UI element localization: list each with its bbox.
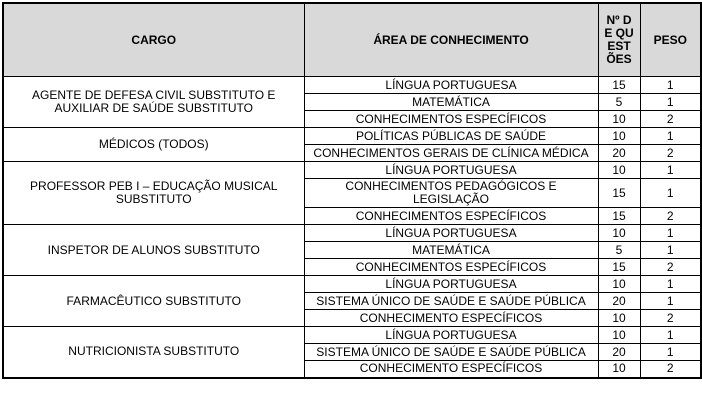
area-cell: MATEMÁTICA (303, 241, 599, 259)
questoes-cell: 10 (597, 360, 641, 378)
document-page: CARGO ÁREA DE CONHECIMENTO Nº DE QUESTÕE… (2, 2, 702, 379)
peso-cell: 1 (639, 161, 702, 179)
peso-cell: 1 (639, 326, 702, 344)
area-cell: LÍNGUA PORTUGUESA (303, 224, 599, 242)
table-header-row: CARGO ÁREA DE CONHECIMENTO Nº DE QUESTÕE… (2, 2, 702, 77)
table-row: NUTRICIONISTA SUBSTITUTO LÍNGUA PORTUGUES… (2, 326, 702, 378)
area-cell: LÍNGUA PORTUGUESA (303, 76, 599, 94)
table-row: FARMACÊUTICO SUBSTITUTO LÍNGUA PORTUGUESA… (2, 275, 702, 327)
table-row: CONHECIMENTOS PEDAGÓGICOS E LEGISLAÇÃO 15… (3, 178, 702, 208)
table-row: CONHECIMENTO ESPECÍFICOS 10 2 (3, 309, 702, 327)
questoes-cell: 10 (597, 127, 641, 145)
questoes-cell: 5 (597, 93, 641, 111)
table-row: CONHECIMENTOS ESPECÍFICOS 15 2 (3, 207, 702, 225)
questoes-cell: 10 (597, 275, 641, 293)
area-cell: CONHECIMENTOS GERAIS DE CLÍNICA MÉDICA (303, 144, 599, 162)
table-row: PROFESSOR PEB I – EDUCAÇÃO MUSICAL SUBST… (2, 161, 702, 225)
peso-cell: 1 (639, 275, 702, 293)
area-cell: MATEMÁTICA (303, 93, 599, 111)
table-row: CONHECIMENTOS ESPECÍFICOS 10 2 (3, 110, 702, 128)
questoes-cell: 10 (597, 110, 641, 128)
peso-cell: 2 (639, 207, 702, 225)
questoes-cell: 20 (597, 292, 641, 310)
header-cargo: CARGO (2, 2, 305, 77)
header-area: ÁREA DE CONHECIMENTO (303, 2, 599, 77)
area-cell: LÍNGUA PORTUGUESA (303, 275, 599, 293)
area-cell: CONHECIMENTOS ESPECÍFICOS (303, 110, 599, 128)
questoes-cell: 15 (597, 207, 641, 225)
questoes-cell: 20 (597, 144, 641, 162)
table-row: CONHECIMENTOS GERAIS DE CLÍNICA MÉDICA 20… (3, 144, 702, 162)
table-row: AGENTE DE DEFESA CIVIL SUBSTITUTO E AUXI… (2, 76, 702, 128)
peso-cell: 1 (639, 178, 702, 208)
questoes-cell: 20 (597, 343, 641, 361)
table-row: CONHECIMENTOS ESPECÍFICOS 15 2 (3, 258, 702, 276)
header-questoes-label: Nº DE QUESTÕES (604, 13, 634, 66)
area-cell: CONHECIMENTO ESPECÍFICOS (303, 360, 599, 378)
area-cell: POLÍTICAS PÚBLICAS DE SAÚDE (303, 127, 599, 145)
area-cell: LÍNGUA PORTUGUESA (303, 326, 599, 344)
questoes-cell: 15 (597, 76, 641, 94)
peso-cell: 2 (639, 144, 702, 162)
area-cell: SISTEMA ÚNICO DE SAÚDE E SAÚDE PÚBLICA (303, 343, 599, 361)
area-cell: CONHECIMENTOS ESPECÍFICOS (303, 207, 599, 225)
cargo-cell: INSPETOR DE ALUNOS SUBSTITUTO (2, 224, 305, 276)
peso-cell: 1 (639, 224, 702, 242)
questoes-cell: 15 (597, 258, 641, 276)
cargo-cell: FARMACÊUTICO SUBSTITUTO (2, 275, 305, 327)
area-cell: CONHECIMENTO ESPECÍFICOS (303, 309, 599, 327)
peso-cell: 2 (639, 309, 702, 327)
table-row: MATEMÁTICA 5 1 (3, 241, 702, 259)
table-row: MATEMÁTICA 5 1 (3, 93, 702, 111)
cargo-cell: AGENTE DE DEFESA CIVIL SUBSTITUTO E AUXI… (2, 76, 305, 128)
table-row: MÉDICOS (TODOS) POLÍTICAS PÚBLICAS DE SAÚ… (2, 127, 702, 162)
table-row: SISTEMA ÚNICO DE SAÚDE E SAÚDE PÚBLICA 20… (3, 292, 702, 310)
cargo-cell: MÉDICOS (TODOS) (2, 127, 305, 162)
header-peso: PESO (639, 2, 702, 77)
peso-cell: 2 (639, 360, 702, 378)
peso-cell: 1 (639, 292, 702, 310)
cargo-cell: NUTRICIONISTA SUBSTITUTO (2, 326, 305, 378)
peso-cell: 1 (639, 76, 702, 94)
peso-cell: 1 (639, 127, 702, 145)
area-cell: CONHECIMENTOS ESPECÍFICOS (303, 258, 599, 276)
questoes-cell: 10 (597, 309, 641, 327)
table-row: SISTEMA ÚNICO DE SAÚDE E SAÚDE PÚBLICA 20… (3, 343, 702, 361)
cargo-cell: PROFESSOR PEB I – EDUCAÇÃO MUSICAL SUBST… (2, 161, 305, 225)
questoes-cell: 10 (597, 326, 641, 344)
area-cell: LÍNGUA PORTUGUESA (303, 161, 599, 179)
peso-cell: 1 (639, 93, 702, 111)
header-questoes: Nº DE QUESTÕES (597, 2, 641, 77)
table-body: AGENTE DE DEFESA CIVIL SUBSTITUTO E AUXI… (2, 76, 702, 378)
peso-cell: 1 (639, 343, 702, 361)
table-row: INSPETOR DE ALUNOS SUBSTITUTO LÍNGUA PORT… (2, 224, 702, 276)
area-cell: CONHECIMENTOS PEDAGÓGICOS E LEGISLAÇÃO (303, 178, 599, 208)
table-row: CONHECIMENTO ESPECÍFICOS 10 2 (3, 360, 702, 378)
questoes-cell: 5 (597, 241, 641, 259)
exam-table: CARGO ÁREA DE CONHECIMENTO Nº DE QUESTÕE… (2, 2, 702, 379)
area-cell: SISTEMA ÚNICO DE SAÚDE E SAÚDE PÚBLICA (303, 292, 599, 310)
questoes-cell: 10 (597, 224, 641, 242)
questoes-cell: 10 (597, 161, 641, 179)
peso-cell: 2 (639, 258, 702, 276)
peso-cell: 2 (639, 110, 702, 128)
questoes-cell: 15 (597, 178, 641, 208)
peso-cell: 1 (639, 241, 702, 259)
